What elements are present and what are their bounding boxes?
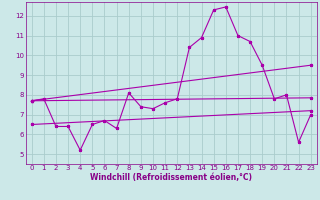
X-axis label: Windchill (Refroidissement éolien,°C): Windchill (Refroidissement éolien,°C) [90,173,252,182]
